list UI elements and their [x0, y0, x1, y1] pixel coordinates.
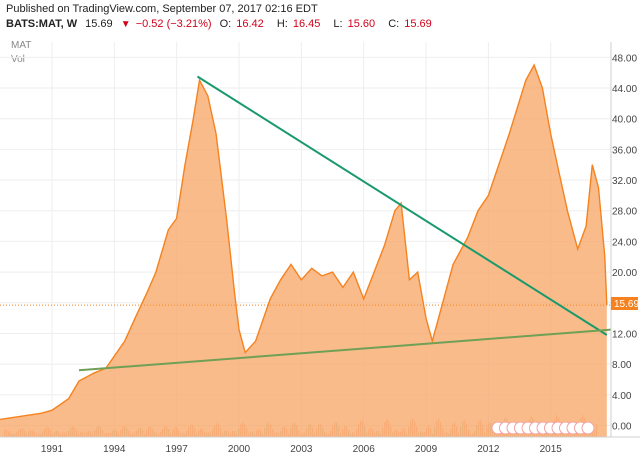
high-value: H: 16.45	[276, 18, 321, 30]
event-markers	[491, 421, 595, 435]
y-tick-label: 28.00	[612, 207, 637, 218]
price-change: −0.52 (−3.21%)	[135, 18, 212, 30]
last-price: 15.69	[85, 18, 113, 30]
published-note: Published on TradingView.com, September …	[6, 3, 318, 15]
x-tick-label: 2003	[290, 444, 313, 455]
symbol-label[interactable]: BATS:MAT, W	[6, 18, 78, 30]
x-axis: 19911994199720002003200620092012201520	[41, 444, 563, 455]
x-tick-label: 2012	[477, 444, 500, 455]
last-price-label: 15.69	[614, 299, 639, 310]
x-tick-label: 2006	[353, 444, 376, 455]
trendline-ascending[interactable]	[78, 328, 612, 372]
price-line	[0, 63, 608, 421]
open-value: O: 16.42	[219, 18, 264, 30]
y-axis: 0.004.008.0012.0016.0020.0024.0028.0032.…	[612, 53, 637, 432]
symbol-bar: BATS:MAT, W 15.69 ▼ −0.52 (−3.21%) O: 16.…	[6, 18, 442, 30]
trendlines	[78, 75, 612, 372]
series-legend[interactable]: MAT	[11, 40, 32, 51]
x-tick-label: 2000	[228, 444, 251, 455]
y-tick-label: 4.00	[612, 391, 632, 402]
x-tick-label: 1994	[103, 444, 126, 455]
low-value: L: 15.60	[333, 18, 376, 30]
x-tick-label: 2009	[415, 444, 438, 455]
x-tick-label: 1997	[166, 444, 189, 455]
event-marker[interactable]	[581, 421, 595, 435]
y-tick-label: 48.00	[612, 53, 637, 64]
down-arrow-icon: ▼	[120, 19, 131, 30]
volume-legend[interactable]: Vol	[11, 54, 25, 65]
price-area	[0, 65, 607, 437]
y-tick-label: 0.00	[612, 421, 632, 432]
trendline-descending[interactable]	[196, 75, 608, 336]
y-tick-label: 44.00	[612, 84, 637, 95]
x-tick-label: 1991	[41, 444, 64, 455]
y-tick-label: 36.00	[612, 145, 637, 156]
last-price-badge: 15.69	[611, 297, 639, 310]
y-tick-label: 12.00	[612, 329, 637, 340]
y-tick-label: 40.00	[612, 115, 637, 126]
y-tick-label: 32.00	[612, 176, 637, 187]
close-value: C: 15.69	[388, 18, 432, 30]
x-tick-label: 2015	[540, 444, 563, 455]
y-tick-label: 8.00	[612, 360, 632, 371]
y-tick-label: 24.00	[612, 237, 637, 248]
y-tick-label: 20.00	[612, 268, 637, 279]
